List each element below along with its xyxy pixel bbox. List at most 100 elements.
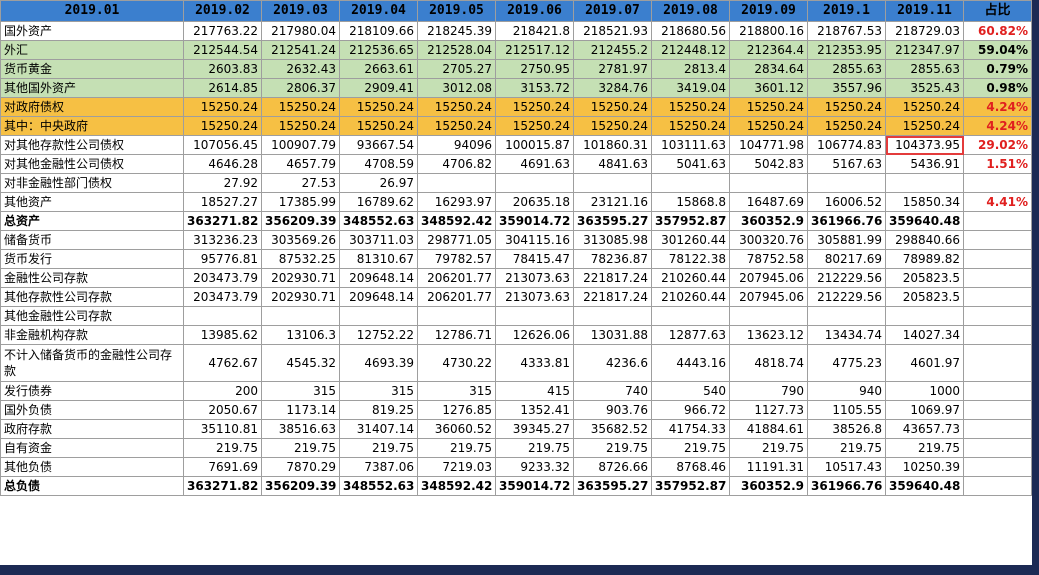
value-cell[interactable]: 95776.81 bbox=[183, 249, 262, 269]
row-label[interactable]: 储备货币 bbox=[0, 230, 184, 250]
value-cell[interactable]: 4730.22 bbox=[417, 344, 496, 382]
value-cell[interactable]: 2781.97 bbox=[573, 59, 652, 79]
value-cell[interactable]: 4708.59 bbox=[339, 154, 418, 174]
value-cell[interactable]: 221817.24 bbox=[573, 268, 652, 288]
share-cell[interactable] bbox=[963, 344, 1032, 382]
column-header[interactable]: 2019.06 bbox=[495, 0, 574, 22]
value-cell[interactable]: 87532.25 bbox=[261, 249, 340, 269]
row-label[interactable]: 其中：中央政府 bbox=[0, 116, 184, 136]
value-cell[interactable]: 4657.79 bbox=[261, 154, 340, 174]
share-cell[interactable] bbox=[963, 381, 1032, 401]
value-cell[interactable]: 3557.96 bbox=[807, 78, 886, 98]
value-cell[interactable]: 819.25 bbox=[339, 400, 418, 420]
row-label[interactable]: 其他金融性公司存款 bbox=[0, 306, 184, 326]
row-label[interactable]: 外汇 bbox=[0, 40, 184, 60]
value-cell[interactable]: 212528.04 bbox=[417, 40, 496, 60]
value-cell[interactable] bbox=[885, 173, 964, 193]
row-label[interactable]: 其他资产 bbox=[0, 192, 184, 212]
value-cell[interactable] bbox=[339, 306, 418, 326]
value-cell[interactable]: 1173.14 bbox=[261, 400, 340, 420]
value-cell[interactable]: 740 bbox=[573, 381, 652, 401]
share-cell[interactable] bbox=[963, 306, 1032, 326]
value-cell[interactable]: 27.53 bbox=[261, 173, 340, 193]
value-cell[interactable]: 300320.76 bbox=[729, 230, 808, 250]
value-cell[interactable]: 206201.77 bbox=[417, 287, 496, 307]
value-cell[interactable]: 15250.24 bbox=[339, 116, 418, 136]
value-cell[interactable]: 31407.14 bbox=[339, 419, 418, 439]
value-cell[interactable]: 13623.12 bbox=[729, 325, 808, 345]
value-cell[interactable]: 107056.45 bbox=[183, 135, 262, 155]
value-cell[interactable] bbox=[573, 173, 652, 193]
value-cell[interactable]: 8768.46 bbox=[651, 457, 730, 477]
row-label[interactable]: 总资产 bbox=[0, 211, 184, 231]
value-cell[interactable]: 1352.41 bbox=[495, 400, 574, 420]
value-cell[interactable]: 219.75 bbox=[183, 438, 262, 458]
column-header[interactable]: 2019.04 bbox=[339, 0, 418, 22]
value-cell[interactable]: 78122.38 bbox=[651, 249, 730, 269]
value-cell[interactable]: 304115.16 bbox=[495, 230, 574, 250]
value-cell[interactable]: 315 bbox=[261, 381, 340, 401]
value-cell[interactable]: 100015.87 bbox=[495, 135, 574, 155]
value-cell[interactable]: 2705.27 bbox=[417, 59, 496, 79]
value-cell[interactable]: 36060.52 bbox=[417, 419, 496, 439]
value-cell[interactable]: 219.75 bbox=[417, 438, 496, 458]
value-cell[interactable]: 104771.98 bbox=[729, 135, 808, 155]
share-cell[interactable] bbox=[963, 287, 1032, 307]
value-cell[interactable]: 348592.42 bbox=[417, 476, 496, 496]
value-cell[interactable]: 218245.39 bbox=[417, 21, 496, 41]
row-label[interactable]: 自有资金 bbox=[0, 438, 184, 458]
value-cell[interactable]: 540 bbox=[651, 381, 730, 401]
value-cell[interactable]: 903.76 bbox=[573, 400, 652, 420]
value-cell[interactable]: 4841.63 bbox=[573, 154, 652, 174]
value-cell[interactable]: 218767.53 bbox=[807, 21, 886, 41]
share-cell[interactable] bbox=[963, 249, 1032, 269]
value-cell[interactable] bbox=[729, 306, 808, 326]
value-cell[interactable]: 15250.24 bbox=[885, 97, 964, 117]
value-cell[interactable]: 23121.16 bbox=[573, 192, 652, 212]
row-label[interactable]: 金融性公司存款 bbox=[0, 268, 184, 288]
value-cell[interactable]: 2909.41 bbox=[339, 78, 418, 98]
value-cell[interactable]: 217980.04 bbox=[261, 21, 340, 41]
value-cell[interactable]: 363595.27 bbox=[573, 476, 652, 496]
value-cell[interactable]: 15250.24 bbox=[573, 116, 652, 136]
value-cell[interactable]: 5436.91 bbox=[885, 154, 964, 174]
value-cell[interactable]: 205823.5 bbox=[885, 268, 964, 288]
value-cell[interactable]: 212517.12 bbox=[495, 40, 574, 60]
value-cell[interactable]: 16293.97 bbox=[417, 192, 496, 212]
value-cell[interactable]: 210260.44 bbox=[651, 268, 730, 288]
row-label[interactable]: 总负债 bbox=[0, 476, 184, 496]
value-cell[interactable]: 3419.04 bbox=[651, 78, 730, 98]
share-cell[interactable] bbox=[963, 476, 1032, 496]
value-cell[interactable]: 79782.57 bbox=[417, 249, 496, 269]
value-cell[interactable]: 2603.83 bbox=[183, 59, 262, 79]
value-cell[interactable]: 5042.83 bbox=[729, 154, 808, 174]
column-header[interactable]: 2019.08 bbox=[651, 0, 730, 22]
value-cell[interactable]: 12786.71 bbox=[417, 325, 496, 345]
value-cell[interactable]: 210260.44 bbox=[651, 287, 730, 307]
value-cell[interactable]: 363271.82 bbox=[183, 476, 262, 496]
value-cell[interactable]: 17385.99 bbox=[261, 192, 340, 212]
value-cell[interactable]: 303711.03 bbox=[339, 230, 418, 250]
value-cell[interactable]: 212448.12 bbox=[651, 40, 730, 60]
row-label[interactable]: 对非金融性部门债权 bbox=[0, 173, 184, 193]
value-cell[interactable]: 2834.64 bbox=[729, 59, 808, 79]
share-cell[interactable]: 0.98% bbox=[963, 78, 1032, 98]
row-label[interactable]: 其他存款性公司存款 bbox=[0, 287, 184, 307]
value-cell[interactable]: 219.75 bbox=[729, 438, 808, 458]
row-label[interactable]: 对其他金融性公司债权 bbox=[0, 154, 184, 174]
value-cell[interactable]: 13985.62 bbox=[183, 325, 262, 345]
value-cell[interactable]: 2750.95 bbox=[495, 59, 574, 79]
value-cell[interactable] bbox=[495, 173, 574, 193]
value-cell[interactable]: 202930.71 bbox=[261, 287, 340, 307]
value-cell[interactable]: 218521.93 bbox=[573, 21, 652, 41]
value-cell[interactable]: 357952.87 bbox=[651, 476, 730, 496]
value-cell[interactable]: 3153.72 bbox=[495, 78, 574, 98]
value-cell[interactable]: 4693.39 bbox=[339, 344, 418, 382]
value-cell[interactable]: 218421.8 bbox=[495, 21, 574, 41]
value-cell[interactable]: 356209.39 bbox=[261, 476, 340, 496]
value-cell[interactable]: 38516.63 bbox=[261, 419, 340, 439]
value-cell[interactable]: 15250.24 bbox=[417, 97, 496, 117]
value-cell[interactable]: 359640.48 bbox=[885, 211, 964, 231]
value-cell[interactable]: 7870.29 bbox=[261, 457, 340, 477]
value-cell[interactable]: 1127.73 bbox=[729, 400, 808, 420]
